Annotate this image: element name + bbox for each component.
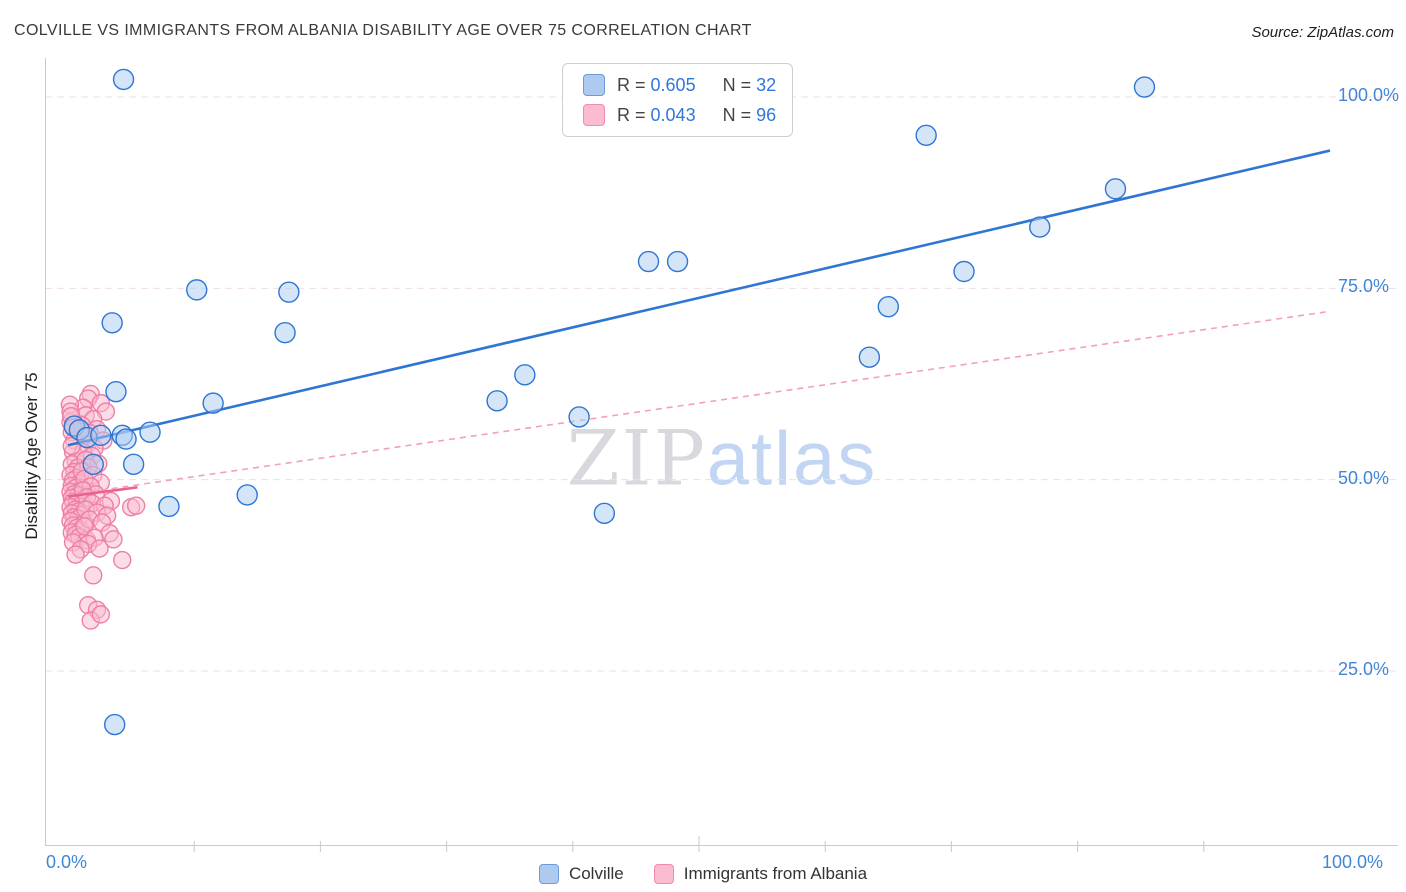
y-tick-100: 100.0% [1338, 85, 1400, 105]
n-label: N = [722, 104, 752, 125]
legend-row-colville: R = 0.605 N = 32 [583, 74, 776, 96]
watermark-zip: ZIP [566, 413, 707, 503]
n-label: N = [722, 74, 752, 95]
y-tick-50: 50.0% [1338, 468, 1390, 488]
correlation-legend-box: R = 0.605 N = 32 R = 0.043 N = 96 [562, 63, 794, 137]
r-value: 0.043 [650, 104, 696, 125]
r-label: R = [617, 104, 646, 125]
legend-item-colville: Colville [538, 864, 624, 884]
legend-item-albania: Immigrants from Albania [653, 864, 868, 884]
source-label: Source: ZipAtlas.com [1251, 24, 1394, 41]
albania-swatch-icon [583, 104, 605, 126]
legend-row-text: R = 0.605 N = 32 [617, 75, 776, 96]
watermark-atlas: atlas [706, 416, 878, 502]
r-value: 0.605 [650, 74, 696, 95]
y-tick-25: 25.0% [1338, 659, 1390, 679]
legend-row-albania: R = 0.043 N = 96 [583, 104, 776, 126]
chart-title: COLVILLE VS IMMIGRANTS FROM ALBANIA DISA… [14, 22, 752, 39]
legend-item-label: Immigrants from Albania [683, 864, 868, 883]
colville-swatch-icon [583, 74, 605, 96]
legend-item-label: Colville [568, 864, 624, 883]
y-axis-label: Disability Age Over 75 [22, 372, 41, 540]
albania-swatch-icon [653, 864, 674, 884]
r-label: R = [617, 74, 646, 95]
y-tick-75: 75.0% [1338, 276, 1390, 296]
x-tick-max: 100.0% [1322, 852, 1384, 872]
x-tick-min: 0.0% [46, 852, 88, 872]
colville-swatch-icon [538, 864, 559, 884]
watermark: ZIPatlas [567, 414, 878, 503]
n-value: 32 [756, 74, 777, 95]
series-legend: Colville Immigrants from Albania [0, 864, 1406, 884]
legend-row-text: R = 0.043 N = 96 [617, 105, 776, 126]
n-value: 96 [756, 104, 777, 125]
